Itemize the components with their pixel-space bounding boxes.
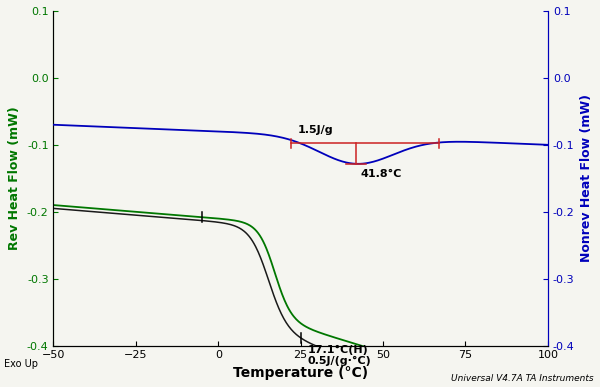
Text: 41.8°C: 41.8°C (361, 169, 403, 179)
Text: 1.5J/g: 1.5J/g (298, 125, 333, 135)
Text: Universal V4.7A TA Instruments: Universal V4.7A TA Instruments (451, 374, 594, 383)
Y-axis label: Nonrev Heat Flow (mW): Nonrev Heat Flow (mW) (580, 94, 593, 262)
Y-axis label: Rev Heat Flow (mW): Rev Heat Flow (mW) (8, 106, 21, 250)
Text: 17.1°C(H)
0.5J/(g·°C): 17.1°C(H) 0.5J/(g·°C) (307, 344, 371, 366)
Text: Exo Up: Exo Up (4, 359, 38, 369)
X-axis label: Temperature (°C): Temperature (°C) (233, 366, 368, 380)
